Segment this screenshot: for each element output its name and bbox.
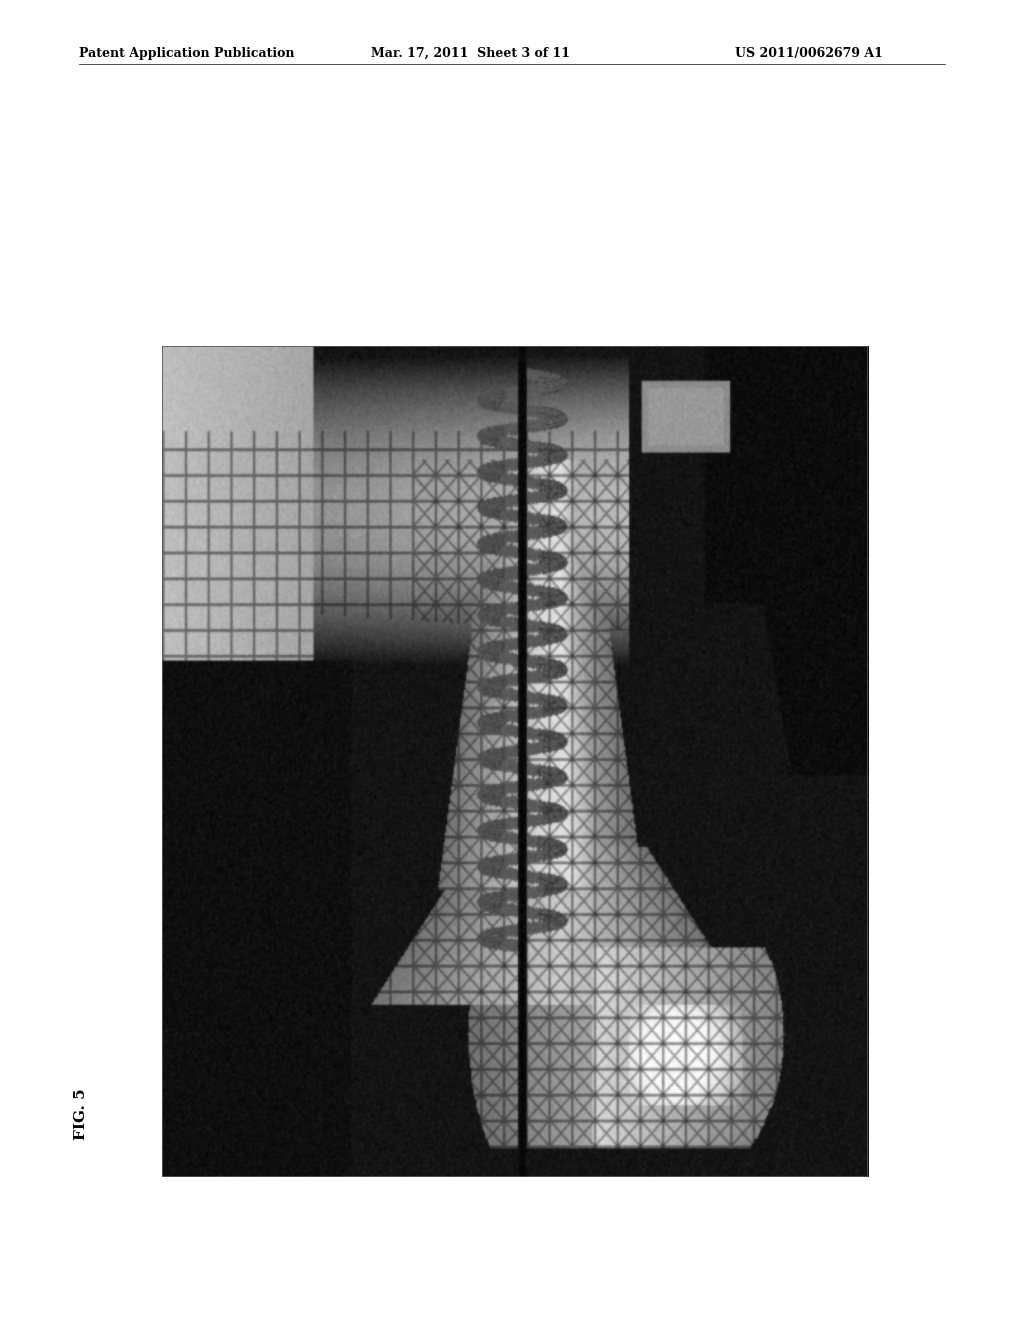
Text: FIG. 5: FIG. 5 [74, 1089, 88, 1140]
Text: Mar. 17, 2011  Sheet 3 of 11: Mar. 17, 2011 Sheet 3 of 11 [371, 48, 569, 59]
Text: Patent Application Publication: Patent Application Publication [79, 48, 294, 59]
Text: US 2011/0062679 A1: US 2011/0062679 A1 [735, 48, 883, 59]
Bar [162, 346, 868, 1177]
